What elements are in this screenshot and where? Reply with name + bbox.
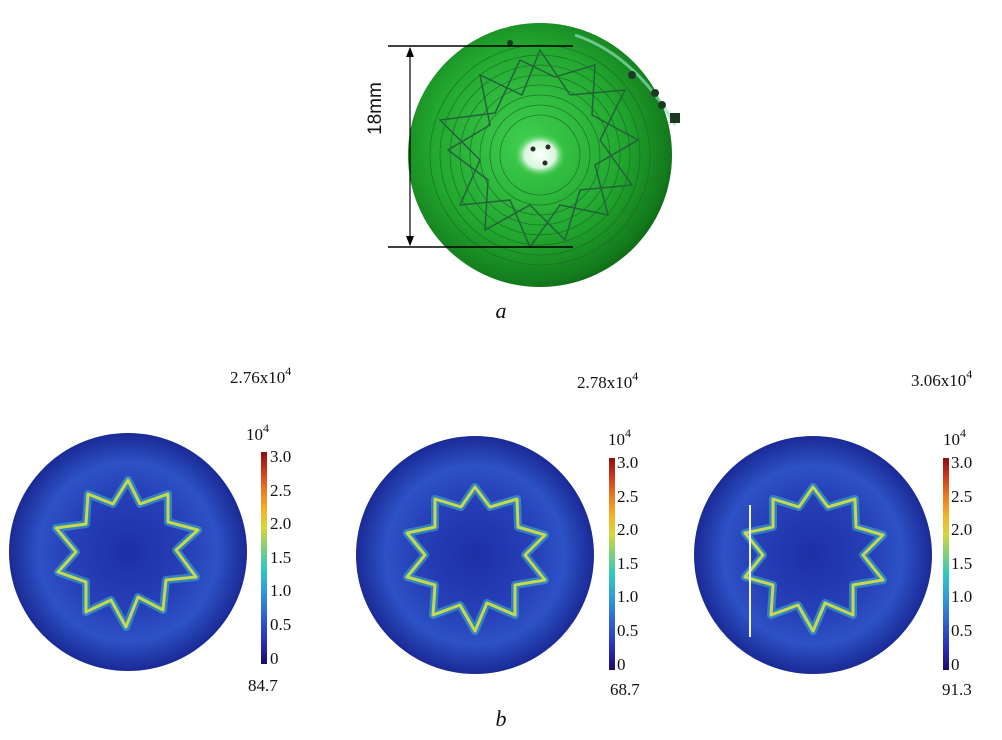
scale-label-1: 104 <box>246 421 269 444</box>
device-photo <box>408 23 680 287</box>
min-label-2: 68.7 <box>610 680 640 699</box>
colorbar-tick-label: 1.0 <box>617 587 639 607</box>
colorbar-tick-label: 0 <box>270 648 279 668</box>
colorbar-tick-label: 1.5 <box>617 553 639 573</box>
colorbar-tick-label: 2.5 <box>617 486 639 506</box>
scale-label-2: 104 <box>608 426 631 449</box>
colorbar-tick-label: 1.5 <box>951 553 973 573</box>
min-label-1: 84.7 <box>248 676 278 695</box>
colorbar-tick-label: 3.0 <box>951 453 973 472</box>
colorbar-tick-label: 2.0 <box>270 514 292 534</box>
colorbar-tick-label: 0.5 <box>617 621 639 640</box>
colorbar-tick-label: 2.0 <box>617 520 639 540</box>
field-plot-3 <box>694 436 932 674</box>
scale-label-3: 104 <box>943 426 966 449</box>
colorbar-tick-label: 1.0 <box>270 581 292 601</box>
colorbar-1 <box>261 452 267 664</box>
colorbar-tick-label: 2.0 <box>951 520 973 540</box>
colorbar-tick-label: 3.0 <box>617 453 639 472</box>
colorbar-tick-label: 0 <box>951 654 960 674</box>
max-label-2: 2.78x104 <box>577 369 639 392</box>
colorbar-2 <box>609 458 615 670</box>
field-plot-1 <box>9 433 247 671</box>
dimension-marker <box>388 45 573 248</box>
colorbar-tick-label: 0.5 <box>270 615 292 634</box>
colorbar-tick-label: 3.0 <box>270 447 292 466</box>
min-label-3: 91.3 <box>942 680 972 699</box>
fractal-contour-3 <box>741 483 887 635</box>
colorbar-tick-label: 0 <box>617 654 626 674</box>
max-label-1: 2.76x104 <box>230 364 292 387</box>
fractal-contour-1 <box>52 476 202 631</box>
colorbar-tick-label: 1.5 <box>270 547 292 567</box>
caption-a: a <box>495 298 507 323</box>
fractal-contour-2 <box>403 483 549 635</box>
colorbar-3 <box>943 458 949 670</box>
colorbar-tick-label: 2.5 <box>951 486 973 506</box>
dimension-label: 18mm <box>365 82 386 135</box>
colorbar-tick-label: 2.5 <box>270 480 292 500</box>
field-plot-2 <box>356 436 594 674</box>
colorbar-tick-label: 1.0 <box>951 587 973 607</box>
colorbar-tick-label: 0.5 <box>951 621 973 640</box>
caption-b: b <box>495 706 507 731</box>
max-label-3: 3.06x104 <box>911 367 973 390</box>
